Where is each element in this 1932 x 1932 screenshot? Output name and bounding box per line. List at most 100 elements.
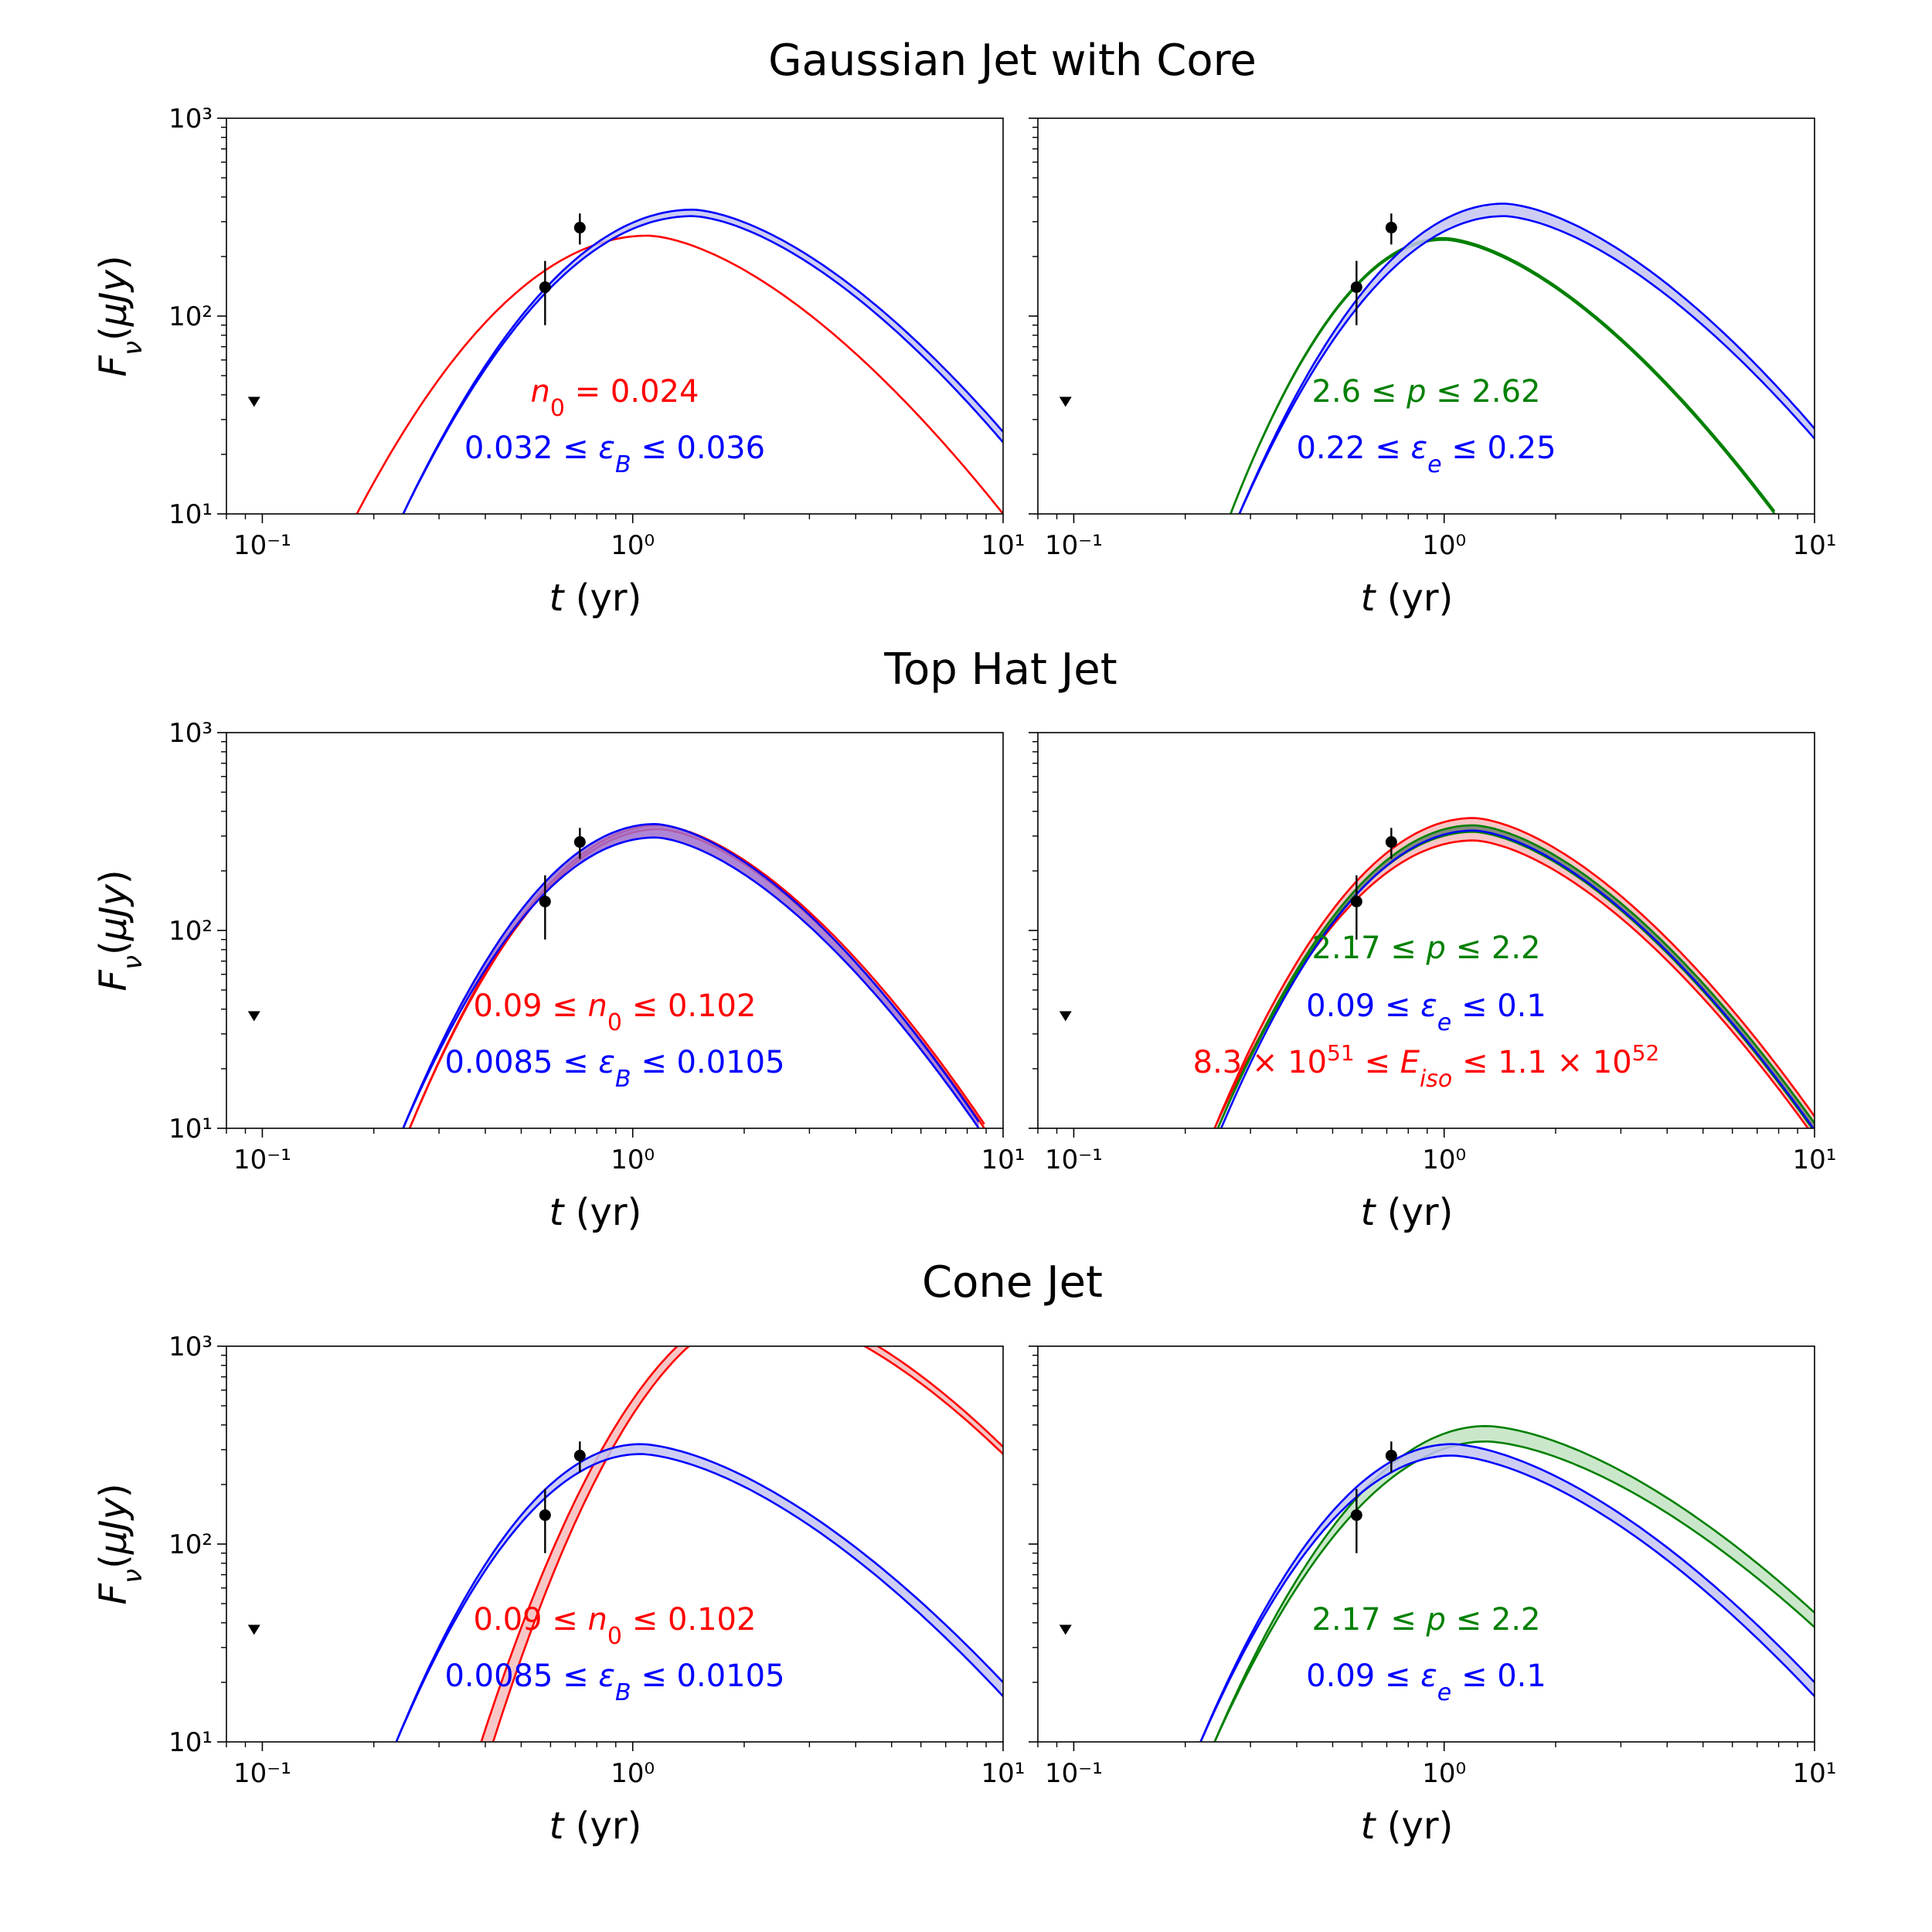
x-axis-label: t (yr) — [1361, 577, 1454, 620]
y-tick-label: 10² — [168, 1529, 213, 1560]
x-axis-label: t (yr) — [549, 577, 642, 620]
x-tick-label: 10⁰ — [611, 1145, 655, 1175]
annotation-label: 0.22 ≤ εe ≤ 0.25 — [1296, 430, 1556, 478]
series-line-lower-1 — [395, 1453, 1003, 1742]
y-tick-label: 10² — [168, 916, 213, 947]
x-tick-label: 10¹ — [981, 1145, 1026, 1175]
x-axis-label: t (yr) — [1361, 1191, 1454, 1234]
series-line-upper-0 — [1213, 1424, 1815, 1742]
series-line-upper-1 — [395, 1443, 1003, 1742]
y-tick-label: 10¹ — [168, 499, 213, 530]
plot-area — [395, 1346, 1003, 1742]
annotation-label: 0.0085 ≤ εB ≤ 0.0105 — [444, 1658, 784, 1706]
annotation-label: 2.17 ≤ p ≤ 2.2 — [1312, 1602, 1541, 1638]
x-tick-label: 10¹ — [1793, 1758, 1837, 1789]
data-point — [1350, 1509, 1362, 1522]
upper-limit-marker — [247, 1011, 260, 1022]
series-line-upper-1 — [402, 822, 980, 1128]
annotation-label: 0.09 ≤ n0 ≤ 0.102 — [474, 988, 757, 1036]
upper-limit-marker — [1059, 1624, 1072, 1635]
row-title-tophat: Top Hat Jet — [883, 645, 1117, 695]
data-point — [539, 1509, 551, 1522]
series-line-upper-0 — [1213, 817, 1815, 1128]
series-line-upper-1 — [1199, 1443, 1815, 1742]
data-point — [1385, 1450, 1397, 1462]
panel-gaussian-left: 10⁻¹ 10⁰ 10¹ 10¹ 10² 10³ t (yr) Fν(μJy) n0 = 0.0… — [92, 104, 1025, 620]
x-tick-label: 10⁰ — [611, 1758, 655, 1789]
upper-limit-marker — [247, 1624, 260, 1635]
x-tick-label: 10⁻¹ — [233, 1145, 291, 1175]
panel-cone-left: 10⁻¹ 10⁰ 10¹ 10¹ 10² 10³ t (yr) Fν(μJy) 0.09 ≤ n… — [92, 1332, 1026, 1848]
y-tick-label: 10¹ — [168, 1114, 213, 1145]
plot-area — [1199, 1424, 1815, 1742]
upper-limit-marker — [1059, 396, 1072, 407]
x-tick-label: 10⁰ — [611, 530, 655, 561]
x-axis-label: t (yr) — [549, 1191, 642, 1234]
plot-area — [402, 822, 985, 1128]
plot-area — [355, 208, 1003, 514]
y-tick-label: 10¹ — [168, 1727, 213, 1758]
panel-gaussian-right: 10⁻¹ 10⁰ 10¹ t (yr) 2.6 ≤ p ≤ 2.62 0.22 ≤ εe … — [1029, 117, 1836, 620]
annotation-label: 0.0085 ≤ εB ≤ 0.0105 — [444, 1045, 784, 1093]
x-tick-label: 10⁰ — [1422, 1758, 1466, 1789]
data-point — [1385, 222, 1397, 234]
y-tick-label: 10³ — [168, 1332, 213, 1362]
upper-limit-marker — [247, 396, 260, 407]
annotation-label: 2.6 ≤ p ≤ 2.62 — [1312, 374, 1541, 410]
row-title-cone: Cone Jet — [922, 1257, 1103, 1308]
plot-area — [1229, 202, 1815, 514]
series-line-lower-0 — [1213, 1440, 1815, 1742]
x-tick-label: 10⁻¹ — [1045, 1145, 1103, 1175]
panel-cone-right: 10⁻¹ 10⁰ 10¹ t (yr) 2.17 ≤ p ≤ 2.2 0.09 ≤ εe … — [1029, 1345, 1837, 1848]
series-line-lower-1 — [402, 215, 1003, 514]
series-line-upper-0 — [480, 1346, 1003, 1742]
x-axis-label: t (yr) — [549, 1804, 642, 1848]
data-point — [1350, 281, 1362, 294]
plot-area — [1213, 817, 1815, 1128]
y-tick-label: 10³ — [168, 104, 213, 134]
annotation-label: 0.09 ≤ εe ≤ 0.1 — [1306, 1658, 1546, 1706]
x-tick-label: 10⁻¹ — [1045, 1758, 1103, 1789]
series-line-2 — [1219, 829, 1815, 1128]
y-tick-label: 10³ — [168, 718, 213, 749]
series-line-upper-1 — [1216, 824, 1815, 1128]
y-axis-label: Fν(μJy) — [92, 869, 148, 991]
annotation-label: n0 = 0.024 — [531, 374, 699, 422]
x-axis-label: t (yr) — [1361, 1804, 1454, 1848]
y-tick-label: 10² — [168, 301, 213, 332]
series-line-lower-0 — [492, 1346, 1003, 1742]
annotation-label: 0.09 ≤ εe ≤ 0.1 — [1306, 988, 1546, 1036]
series-line-lower-0 — [1229, 238, 1776, 514]
panel-tophat-left: 10⁻¹ 10⁰ 10¹ 10¹ 10² 10³ t (yr) Fν(μJy) 0.09 ≤ n… — [92, 718, 1025, 1234]
x-tick-label: 10¹ — [1793, 1145, 1837, 1175]
series-band-1 — [403, 824, 979, 1128]
x-tick-label: 10¹ — [981, 530, 1026, 561]
x-tick-label: 10⁰ — [1422, 1145, 1466, 1175]
series-line-upper-1 — [402, 208, 1003, 514]
series-band-1 — [1217, 825, 1815, 1128]
series-band-0 — [481, 1346, 1003, 1742]
data-point — [573, 1450, 586, 1462]
x-tick-label: 10⁰ — [1422, 530, 1466, 561]
y-axis-label: Fν(μJy) — [92, 255, 148, 376]
upper-limit-marker — [1059, 1011, 1072, 1022]
annotation-label: 0.09 ≤ n0 ≤ 0.102 — [474, 1602, 757, 1650]
annotation-label: 2.17 ≤ p ≤ 2.2 — [1312, 930, 1541, 966]
series-line-0 — [355, 234, 1003, 514]
x-tick-label: 10¹ — [981, 1758, 1026, 1789]
data-point — [573, 836, 586, 849]
panel-tophat-right: 10⁻¹ 10⁰ 10¹ t (yr) 2.17 ≤ p ≤ 2.2 0.09 ≤ εe … — [1029, 732, 1837, 1234]
annotation-label: 8.3 × 1051 ≤ Eiso ≤ 1.1 × 1052 — [1193, 1040, 1660, 1093]
data-point — [573, 222, 586, 234]
data-point — [539, 281, 551, 294]
data-point — [1385, 836, 1397, 849]
series-line-lower-1 — [1199, 1454, 1815, 1742]
series-line-upper-1 — [1238, 202, 1815, 514]
annotation-label: 0.032 ≤ εB ≤ 0.036 — [464, 430, 765, 478]
x-tick-label: 10⁻¹ — [1045, 530, 1103, 561]
series-band-0 — [1214, 1426, 1815, 1742]
series-line-lower-1 — [402, 836, 980, 1128]
row-title-gaussian: Gaussian Jet with Core — [768, 36, 1257, 86]
y-axis-label: Fν(μJy) — [92, 1483, 148, 1604]
x-tick-label: 10⁻¹ — [233, 530, 291, 561]
